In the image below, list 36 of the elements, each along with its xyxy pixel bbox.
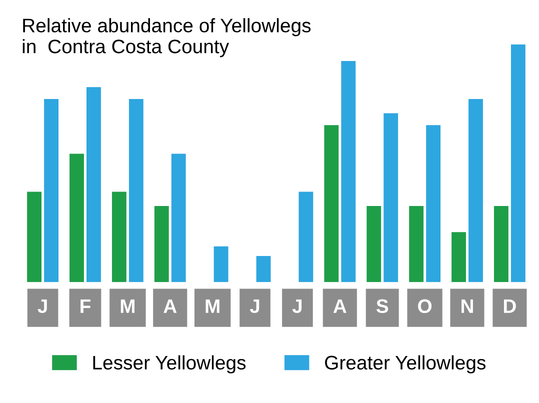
legend-label: Greater Yellowlegs: [325, 355, 486, 374]
bar: [171, 154, 186, 282]
x-tick-label: N: [462, 299, 473, 313]
x-tick-label: O: [418, 299, 432, 314]
x-tick-label: M: [120, 299, 134, 313]
bar: [44, 99, 58, 282]
bar: [70, 154, 84, 282]
bar: [409, 206, 424, 282]
bar: [112, 192, 126, 282]
chart-title: Relative abundance of Yellowlegs in Contra Costa County: [22, 18, 311, 58]
bar: [426, 125, 441, 282]
x-tick-label: A: [333, 299, 346, 313]
bar: [86, 87, 101, 282]
bar: [494, 206, 508, 282]
x-tick-label: F: [80, 299, 90, 313]
x-tick-label: A: [164, 299, 177, 313]
bar: [366, 206, 382, 282]
bar: [468, 99, 483, 282]
bar: [341, 60, 356, 282]
bar: [214, 246, 228, 282]
x-tick-label: J: [250, 299, 260, 314]
bar: [298, 192, 314, 282]
x-tick-label: J: [292, 299, 302, 314]
bar: [256, 256, 271, 282]
bar: [452, 232, 466, 282]
x-tick-label: M: [206, 299, 220, 313]
bar: [128, 99, 144, 282]
x-tick-label: D: [504, 299, 516, 313]
legend-label: Lesser Yellowlegs: [93, 355, 246, 374]
x-tick-label: S: [376, 299, 388, 314]
bar: [324, 125, 339, 282]
bar: [154, 206, 169, 282]
bar: [27, 192, 42, 282]
x-tick-label: J: [38, 299, 47, 314]
bar: [510, 44, 526, 282]
bar: [384, 113, 398, 282]
